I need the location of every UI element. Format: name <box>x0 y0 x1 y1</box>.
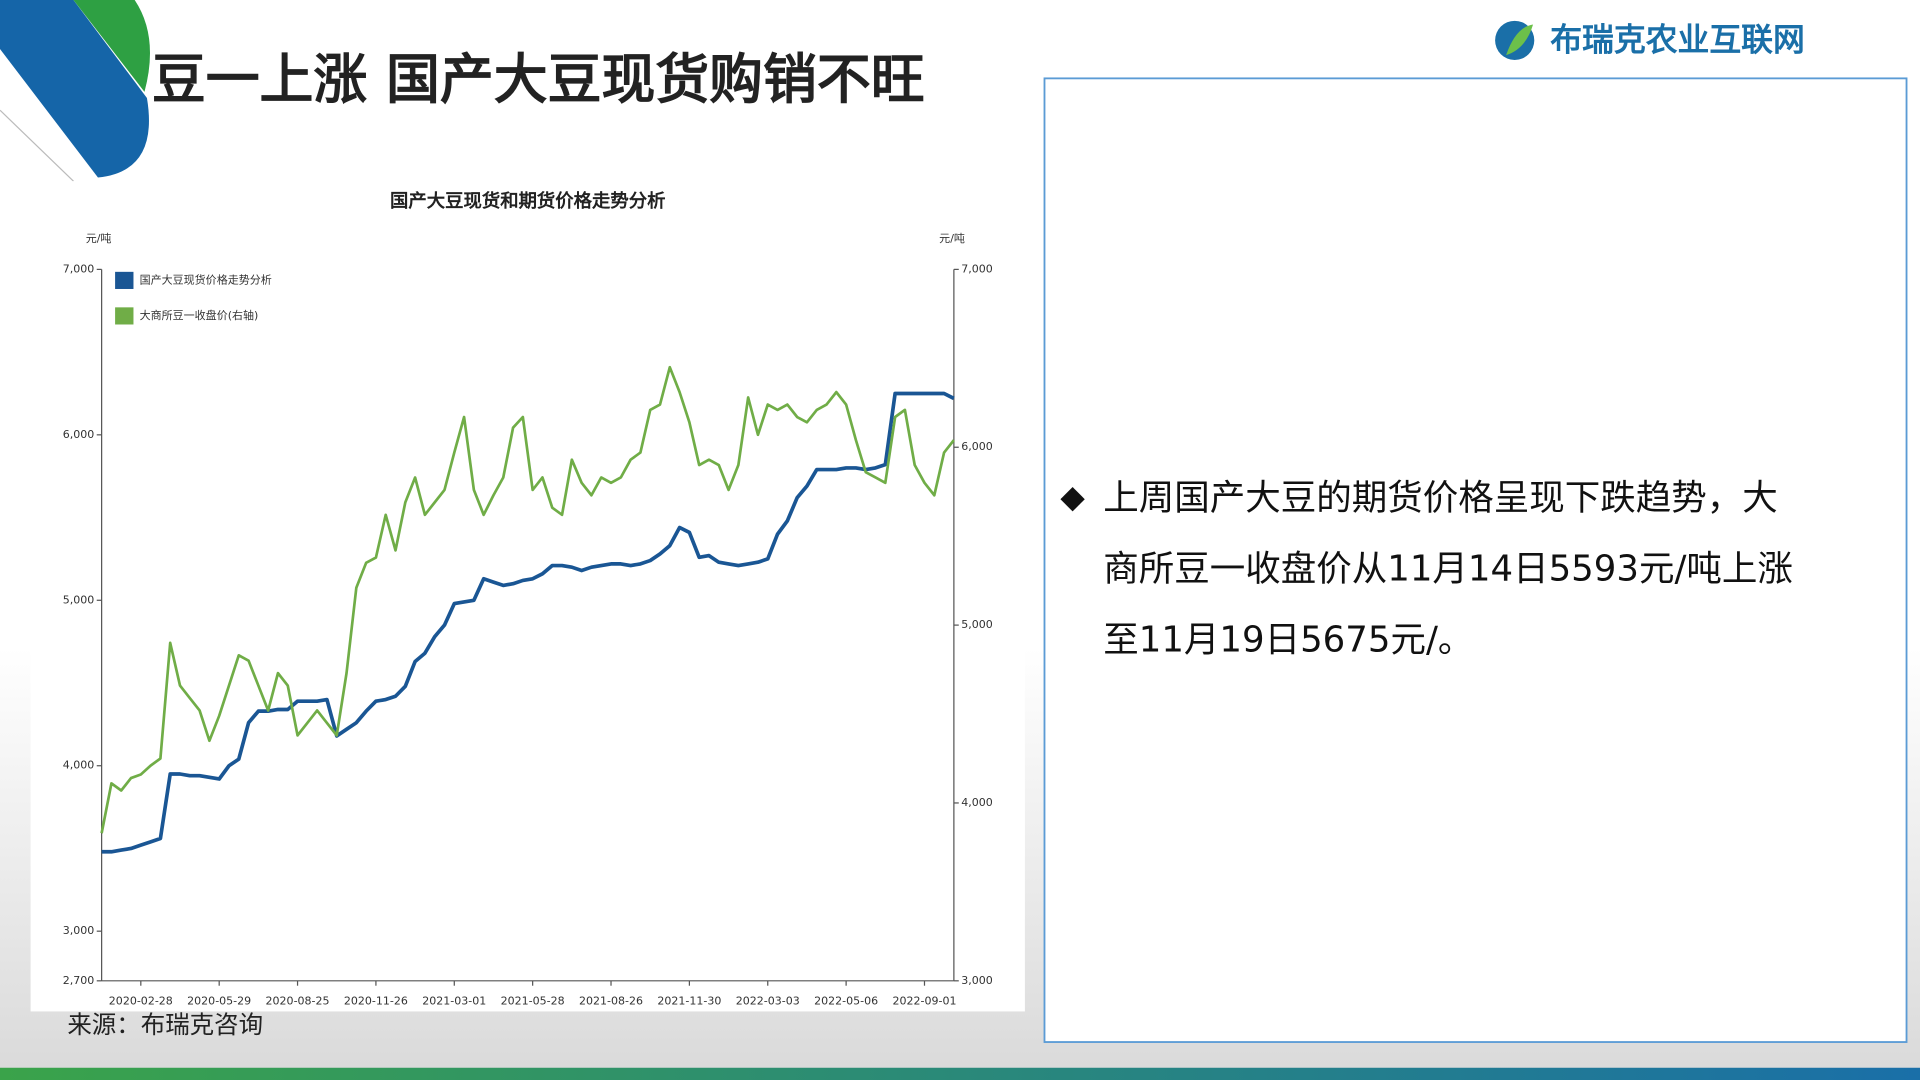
chart-title: 国产大豆现货和期货价格走势分析 <box>390 190 665 212</box>
logo-text: 布瑞克农业互联网 <box>1550 21 1805 59</box>
x-tick-label: 2020-05-29 <box>187 995 251 1008</box>
chart-background <box>30 181 1025 1012</box>
y2-tick-label: 7,000 <box>961 262 993 275</box>
y2-tick-label: 3,000 <box>961 974 993 987</box>
x-tick-label: 2021-08-26 <box>579 995 643 1008</box>
y2-tick-label: 5,000 <box>961 618 993 631</box>
bullet-line: 至11月19日5675元/。 <box>1103 620 1473 661</box>
x-tick-label: 2021-03-01 <box>422 995 486 1008</box>
y-tick-label: 4,000 <box>63 759 95 772</box>
legend-label: 大商所豆一收盘价(右轴) <box>140 308 259 322</box>
legend-label: 国产大豆现货价格走势分析 <box>140 272 272 286</box>
legend-swatch <box>115 307 134 325</box>
y-tick-label: 7,000 <box>63 262 95 275</box>
y-axis-label: 元/吨 <box>86 232 112 245</box>
x-tick-label: 2020-08-25 <box>266 995 330 1008</box>
bullet-symbol: ◆ <box>1060 477 1085 515</box>
x-tick-label: 2021-11-30 <box>657 995 721 1008</box>
x-tick-label: 2020-02-28 <box>109 995 173 1008</box>
y2-tick-label: 6,000 <box>961 440 993 453</box>
slide-title: 豆一上涨 国产大豆现货购销不旺 <box>152 48 925 111</box>
chart: 国产大豆现货和期货价格走势分析 元/吨 元/吨 2,700 3,000 4,000 5… <box>63 190 993 1008</box>
y-tick-label: 6,000 <box>63 428 95 441</box>
text-panel <box>1043 77 1908 1043</box>
data-line <box>101 391 955 854</box>
x-tick-label: 2022-05-06 <box>814 995 878 1008</box>
y2-tick-label: 4,000 <box>961 796 993 809</box>
legend-swatch <box>115 271 134 289</box>
bullet-line: 上周国产大豆的期货价格呈现下跌趋势，大 <box>1103 478 1778 519</box>
x-tick-label: 2021-05-28 <box>501 995 565 1008</box>
y2-axis-label: 元/吨 <box>939 232 965 245</box>
corner-decoration <box>0 0 150 182</box>
x-tick-label: 2020-11-26 <box>344 995 408 1008</box>
y-tick-label: 5,000 <box>63 593 95 606</box>
y-tick-label: 2,700 <box>63 974 95 987</box>
bullet-line: 商所豆一收盘价从11月14日5593元/吨上涨 <box>1103 549 1793 590</box>
source: 来源：布瑞克咨询 <box>67 1010 263 1039</box>
bottom-stripe <box>0 1067 1920 1080</box>
data-line <box>100 365 955 834</box>
x-tick-label: 2022-03-03 <box>736 995 800 1008</box>
y-tick-label: 3,000 <box>63 924 95 937</box>
logo: 布瑞克农业互联网 <box>1495 21 1805 60</box>
x-tick-label: 2022-09-01 <box>892 995 956 1008</box>
